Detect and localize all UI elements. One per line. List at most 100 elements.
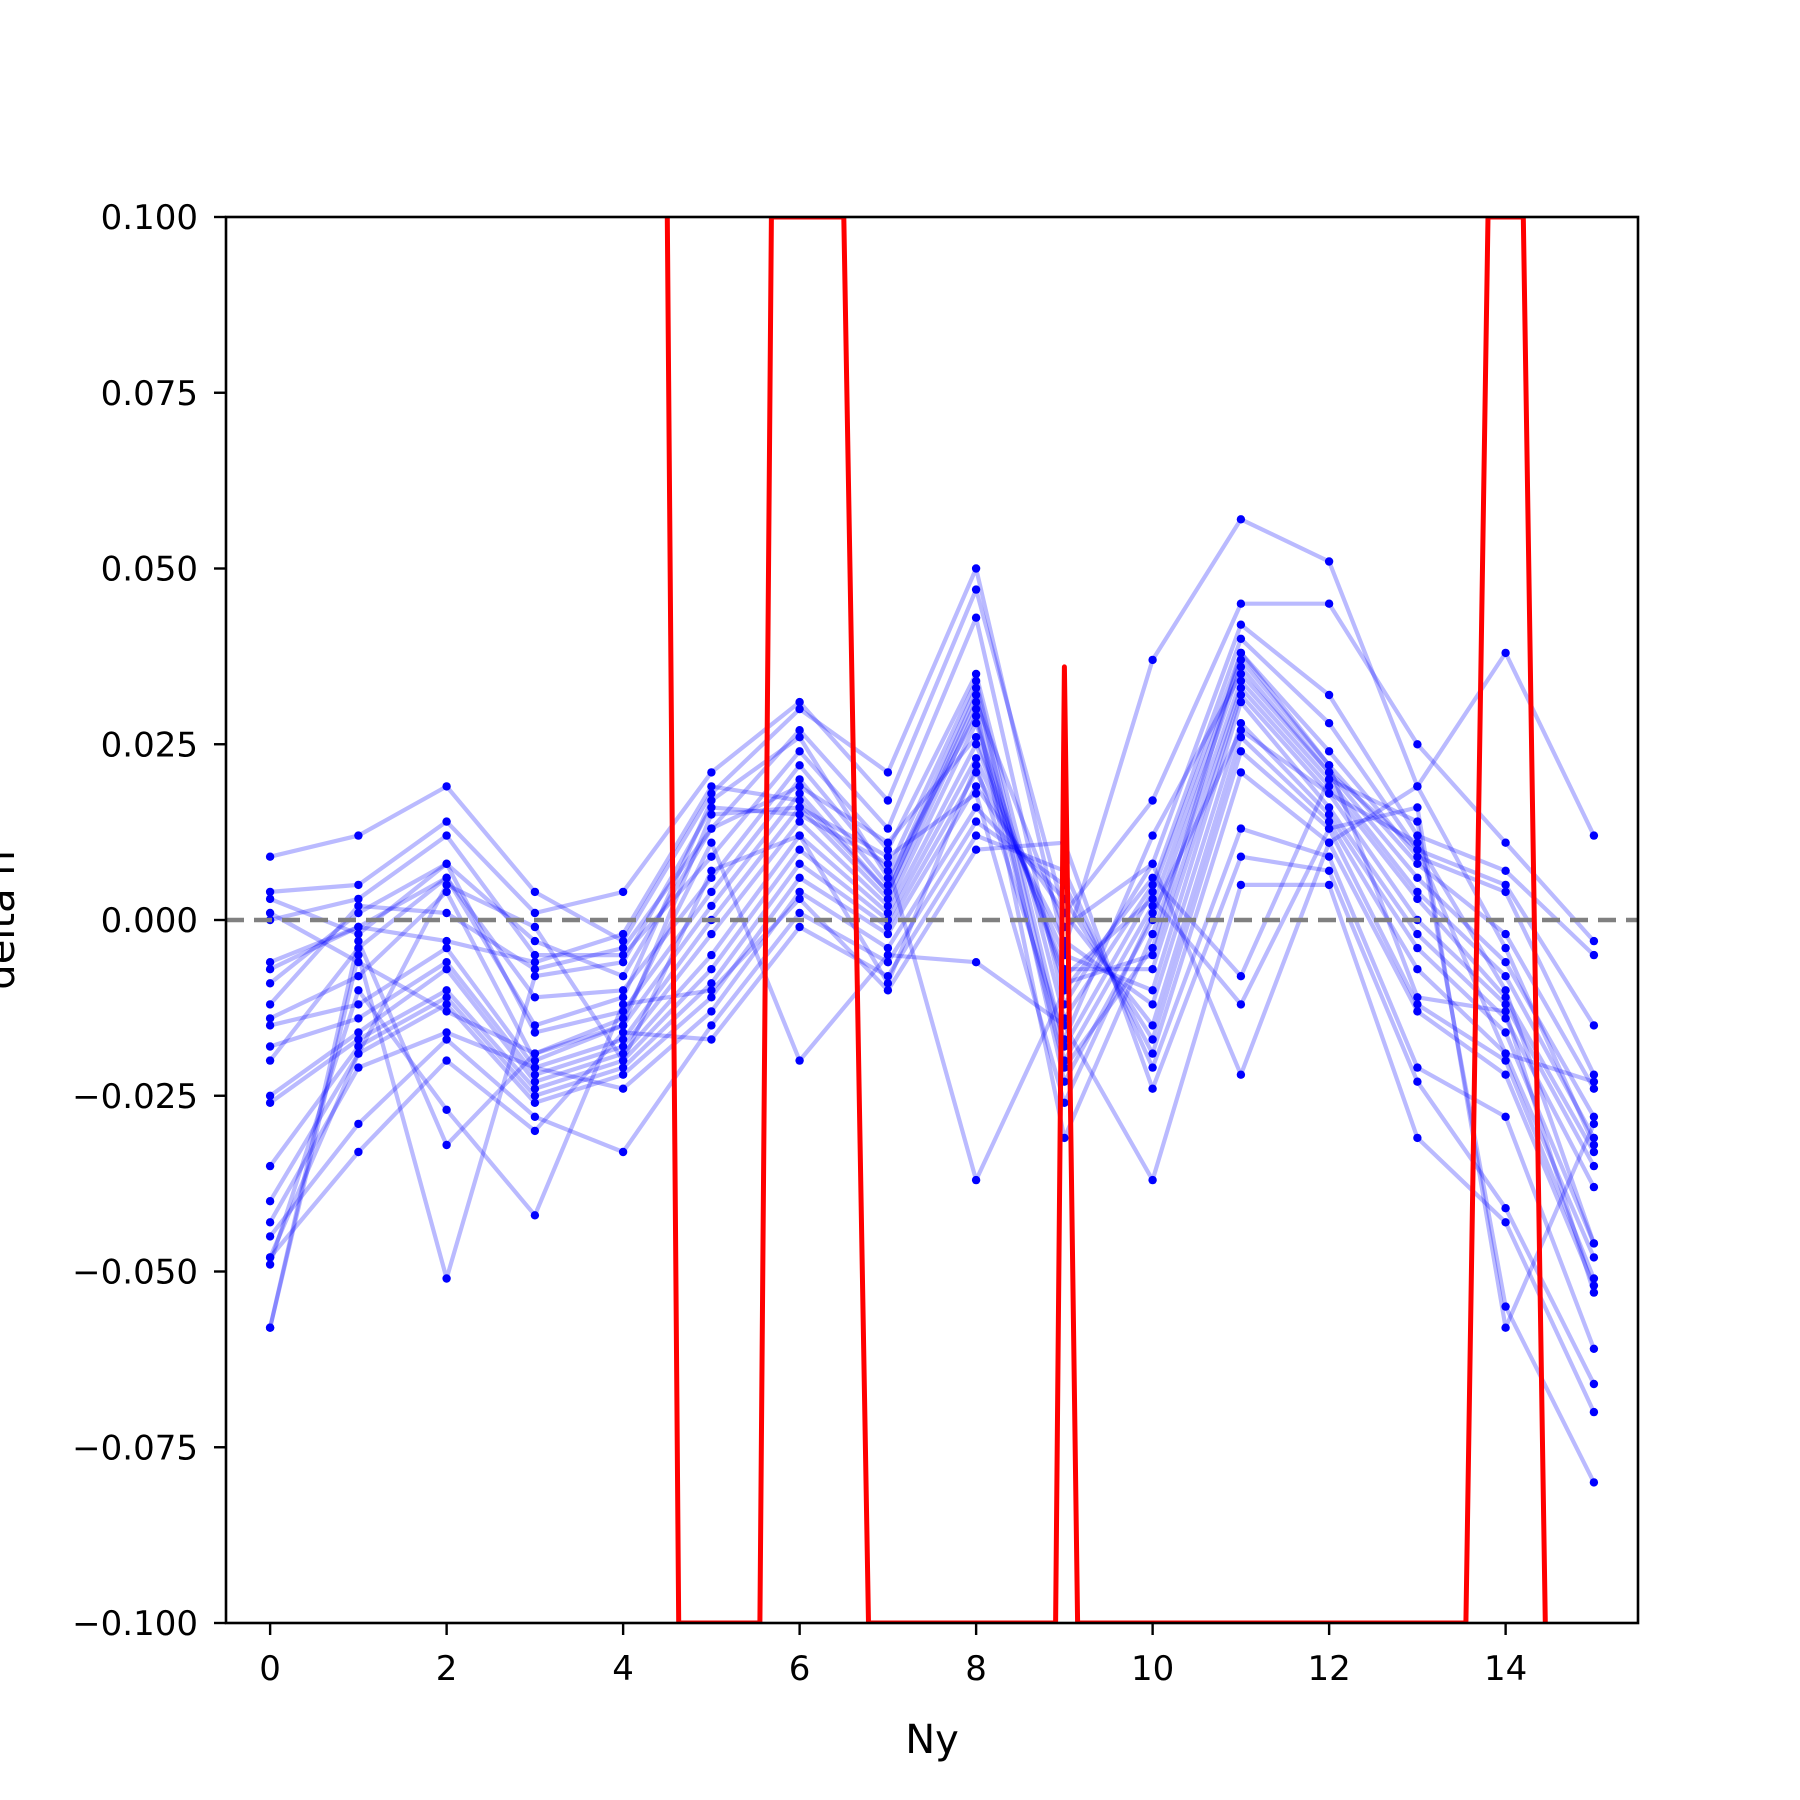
x-tick-label: 8 (965, 1649, 987, 1689)
series-1-point (530, 887, 540, 897)
series-2-point (795, 697, 804, 707)
series-13-point (1236, 733, 1246, 742)
series-8-point (971, 704, 981, 714)
series-16-point (1236, 824, 1246, 833)
series-18-point (707, 838, 716, 847)
series-16-point (354, 1147, 363, 1157)
series-20-point (883, 838, 893, 847)
series-6-point (530, 1028, 540, 1037)
series-22-point (442, 880, 451, 890)
series-19-point (1236, 972, 1246, 981)
series-4-point (1589, 1021, 1599, 1030)
series-5-point (530, 993, 540, 1002)
series-18-point (883, 950, 893, 960)
series-24-point (707, 810, 716, 819)
series-4-point (354, 894, 363, 904)
series-9-point (530, 1070, 540, 1079)
series-1-point (618, 936, 628, 946)
series-15-point (971, 817, 981, 826)
series-19-point (354, 950, 363, 960)
series-13-point (265, 1197, 275, 1206)
series-layer (268, 517, 1596, 1484)
series-21-point (1589, 1140, 1599, 1150)
series-12-point (354, 1042, 363, 1051)
series-6-point (354, 908, 363, 918)
series-7-point (354, 972, 363, 981)
series-10-point (1236, 690, 1246, 700)
series-8-point (618, 1035, 628, 1044)
series-2-point (1148, 796, 1157, 805)
series-11-point (1324, 803, 1334, 812)
series-18-point (795, 1056, 804, 1065)
series-18-point (971, 958, 981, 967)
series-24-point (1589, 1239, 1599, 1248)
series-24-point (442, 1007, 451, 1016)
series-13-point (1589, 1253, 1599, 1262)
series-6-point (1236, 655, 1246, 665)
series-13-point (1324, 817, 1334, 826)
series-2-point (442, 817, 451, 826)
y-tick-label: −0.075 (72, 1428, 198, 1468)
series-19-point (883, 859, 893, 868)
series-10-point (971, 740, 981, 749)
series-11-point (1148, 986, 1157, 995)
series-5-point (1148, 887, 1157, 897)
series-21-point (618, 929, 628, 939)
series-5-point (1413, 852, 1422, 861)
series-line-3 (269, 615, 1596, 1007)
series-1-point (707, 789, 716, 798)
series-13-point (883, 929, 893, 939)
series-6-point (1148, 901, 1157, 911)
series-6-point (1413, 859, 1422, 868)
y-tick-label: 0.050 (101, 550, 198, 590)
series-11-point (1236, 697, 1246, 707)
series-line-17 (268, 840, 1596, 1385)
series-6-point (1589, 1084, 1599, 1093)
series-22-point (1413, 845, 1422, 854)
series-13-point (795, 873, 804, 882)
series-12-point (1324, 810, 1334, 819)
series-17-point (265, 1260, 275, 1269)
series-21-point (795, 796, 804, 805)
series-2-point (265, 887, 275, 897)
series-16-point (1501, 1112, 1510, 1122)
series-11-point (1501, 1014, 1510, 1023)
series-12-point (707, 979, 716, 988)
series-6-point (707, 887, 716, 897)
series-15-point (883, 958, 893, 967)
series-17-point (442, 1105, 451, 1115)
series-1-point (1236, 515, 1246, 524)
series-6-point (442, 859, 451, 868)
series-23-point (971, 711, 981, 721)
series-4-point (883, 845, 893, 854)
series-19-point (442, 1274, 451, 1283)
series-6-point (883, 880, 893, 890)
series-20-point (1589, 1119, 1599, 1129)
series-line-15 (268, 770, 1596, 1287)
series-line-9 (269, 685, 1596, 1154)
series-15-point (530, 1112, 540, 1122)
series-7-point (971, 690, 981, 700)
series-5-point (618, 986, 628, 995)
series-1-point (1589, 831, 1599, 840)
series-line-21 (269, 699, 1596, 1146)
series-18-point (442, 1140, 451, 1150)
series-19-point (1148, 873, 1157, 882)
series-7-point (1413, 873, 1422, 882)
series-2-point (707, 768, 716, 777)
series-4-point (1501, 880, 1510, 890)
series-20-point (618, 943, 628, 953)
series-16-point (795, 922, 804, 932)
series-6-point (1501, 929, 1510, 939)
series-13-point (618, 1070, 628, 1079)
series-19-point (795, 810, 804, 819)
series-9-point (1413, 894, 1422, 904)
series-23-point (1324, 761, 1334, 770)
series-1-point (1501, 648, 1510, 658)
series-14-point (1501, 1056, 1510, 1065)
series-14-point (1589, 1274, 1599, 1283)
series-21-point (971, 697, 981, 707)
y-axis: −0.100 −0.075 −0.050 −0.025 0.000 0.025 0.050 0… (72, 198, 226, 1644)
series-line-8 (269, 678, 1596, 1141)
series-22-point (618, 1056, 628, 1065)
